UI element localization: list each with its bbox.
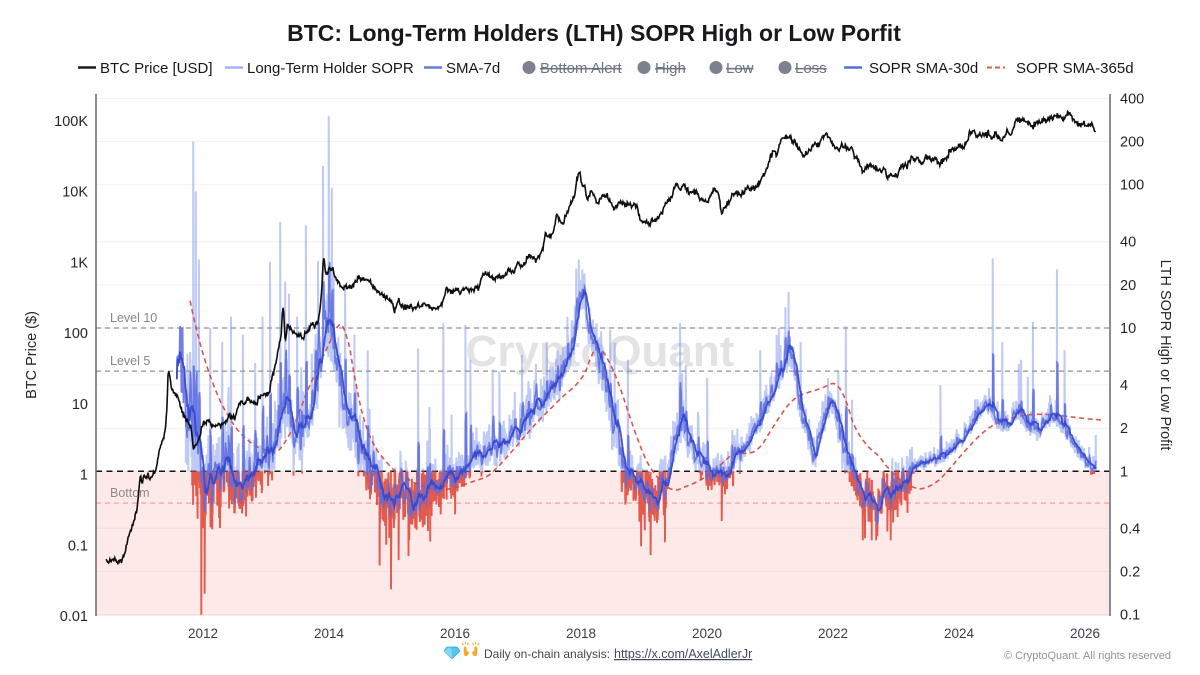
svg-text:0.4: 0.4	[1120, 521, 1140, 537]
svg-text:2024: 2024	[944, 626, 975, 641]
svg-text:1K: 1K	[70, 255, 88, 271]
svg-text:2: 2	[1120, 421, 1128, 437]
svg-text:200: 200	[1120, 135, 1144, 151]
svg-text:40: 40	[1120, 235, 1136, 251]
svg-text:https://x.com/AxelAdlerJr: https://x.com/AxelAdlerJr	[614, 647, 752, 661]
svg-text:Bottom: Bottom	[110, 486, 150, 500]
svg-text:SOPR SMA-365d: SOPR SMA-365d	[1016, 60, 1134, 77]
svg-text:2016: 2016	[440, 626, 470, 641]
svg-text:Low: Low	[726, 60, 754, 77]
svg-text:BTC Price [USD]: BTC Price [USD]	[100, 60, 213, 77]
svg-text:2022: 2022	[818, 626, 848, 641]
svg-text:0.01: 0.01	[60, 609, 88, 625]
svg-text:BTC: Long-Term Holders (LTH) S: BTC: Long-Term Holders (LTH) SOPR High o…	[287, 20, 901, 46]
svg-text:100: 100	[64, 326, 88, 342]
svg-text:LTH SOPR High or Low Profit: LTH SOPR High or Low Profit	[1157, 260, 1173, 451]
svg-text:Level 10: Level 10	[110, 311, 157, 325]
svg-text:Daily on-chain analysis:: Daily on-chain analysis:	[484, 647, 610, 661]
svg-text:2020: 2020	[692, 626, 722, 641]
svg-text:400: 400	[1120, 91, 1144, 107]
svg-text:© CryptoQuant. All rights rese: © CryptoQuant. All rights reserved	[1004, 650, 1171, 662]
svg-text:10: 10	[72, 397, 88, 413]
svg-text:4: 4	[1120, 378, 1128, 394]
svg-text:1: 1	[80, 468, 88, 484]
svg-text:100K: 100K	[54, 114, 88, 130]
svg-text:1: 1	[1120, 464, 1128, 480]
svg-text:Bottom Alert: Bottom Alert	[540, 60, 623, 77]
svg-text:100: 100	[1120, 178, 1144, 194]
svg-text:Loss: Loss	[795, 60, 827, 77]
svg-text:0.1: 0.1	[1120, 608, 1140, 624]
svg-text:SMA-7d: SMA-7d	[446, 60, 500, 77]
svg-text:10K: 10K	[62, 185, 88, 201]
svg-text:0.2: 0.2	[1120, 565, 1140, 581]
svg-text:High: High	[655, 60, 686, 77]
svg-text:2014: 2014	[314, 626, 345, 641]
svg-text:2018: 2018	[566, 626, 596, 641]
svg-text:Level 5: Level 5	[110, 354, 150, 368]
svg-text:0.1: 0.1	[68, 538, 88, 554]
svg-text:2026: 2026	[1070, 626, 1100, 641]
svg-text:SOPR SMA-30d: SOPR SMA-30d	[869, 60, 978, 77]
svg-text:BTC Price ($): BTC Price ($)	[24, 311, 40, 399]
svg-text:10: 10	[1120, 321, 1136, 337]
svg-text:Long-Term Holder SOPR: Long-Term Holder SOPR	[247, 60, 414, 77]
svg-text:2012: 2012	[188, 626, 218, 641]
svg-text:20: 20	[1120, 278, 1136, 294]
